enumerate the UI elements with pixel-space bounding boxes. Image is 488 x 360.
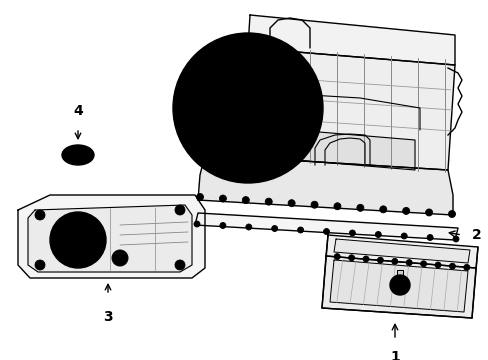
Circle shape xyxy=(377,257,383,263)
Text: 3: 3 xyxy=(103,310,113,324)
Circle shape xyxy=(232,93,263,123)
Polygon shape xyxy=(325,235,477,268)
Circle shape xyxy=(434,262,440,268)
Polygon shape xyxy=(396,270,402,285)
Circle shape xyxy=(420,261,426,267)
Circle shape xyxy=(402,207,409,215)
Circle shape xyxy=(333,203,340,210)
Polygon shape xyxy=(18,195,204,278)
Polygon shape xyxy=(321,256,475,318)
Circle shape xyxy=(242,197,249,204)
Circle shape xyxy=(400,233,407,239)
Circle shape xyxy=(448,263,454,269)
Circle shape xyxy=(323,229,329,234)
Circle shape xyxy=(271,225,277,231)
Circle shape xyxy=(348,255,354,261)
Polygon shape xyxy=(195,213,457,240)
Circle shape xyxy=(379,206,386,213)
Circle shape xyxy=(173,33,323,183)
Circle shape xyxy=(175,205,184,215)
Circle shape xyxy=(374,231,381,238)
Circle shape xyxy=(447,211,454,217)
Circle shape xyxy=(333,253,340,260)
Text: 1: 1 xyxy=(389,350,399,360)
Circle shape xyxy=(62,224,94,256)
Polygon shape xyxy=(247,15,454,65)
Polygon shape xyxy=(333,239,469,263)
Circle shape xyxy=(463,264,469,270)
Circle shape xyxy=(116,254,124,262)
Polygon shape xyxy=(329,260,467,312)
Circle shape xyxy=(219,195,226,202)
Circle shape xyxy=(196,194,203,201)
Circle shape xyxy=(245,224,251,230)
Circle shape xyxy=(186,46,309,170)
Circle shape xyxy=(194,221,200,227)
Circle shape xyxy=(50,212,106,268)
Circle shape xyxy=(112,250,128,266)
Polygon shape xyxy=(28,205,192,272)
Circle shape xyxy=(362,256,368,262)
Circle shape xyxy=(175,260,184,270)
Circle shape xyxy=(394,280,404,290)
Circle shape xyxy=(287,200,295,207)
Circle shape xyxy=(35,210,45,220)
Circle shape xyxy=(426,234,432,240)
Circle shape xyxy=(349,230,355,236)
Circle shape xyxy=(35,260,45,270)
Polygon shape xyxy=(204,48,454,170)
Circle shape xyxy=(220,222,225,229)
Circle shape xyxy=(297,227,303,233)
Text: 4: 4 xyxy=(73,104,82,118)
Circle shape xyxy=(310,201,317,208)
Circle shape xyxy=(452,236,458,242)
Ellipse shape xyxy=(69,149,87,161)
Circle shape xyxy=(425,209,432,216)
Circle shape xyxy=(406,260,411,266)
Circle shape xyxy=(264,198,272,205)
Polygon shape xyxy=(294,130,414,170)
Text: 2: 2 xyxy=(471,228,481,242)
Ellipse shape xyxy=(62,145,94,165)
Circle shape xyxy=(356,204,363,211)
Circle shape xyxy=(71,233,85,247)
Polygon shape xyxy=(198,155,452,215)
Circle shape xyxy=(391,258,397,264)
Circle shape xyxy=(389,275,409,295)
